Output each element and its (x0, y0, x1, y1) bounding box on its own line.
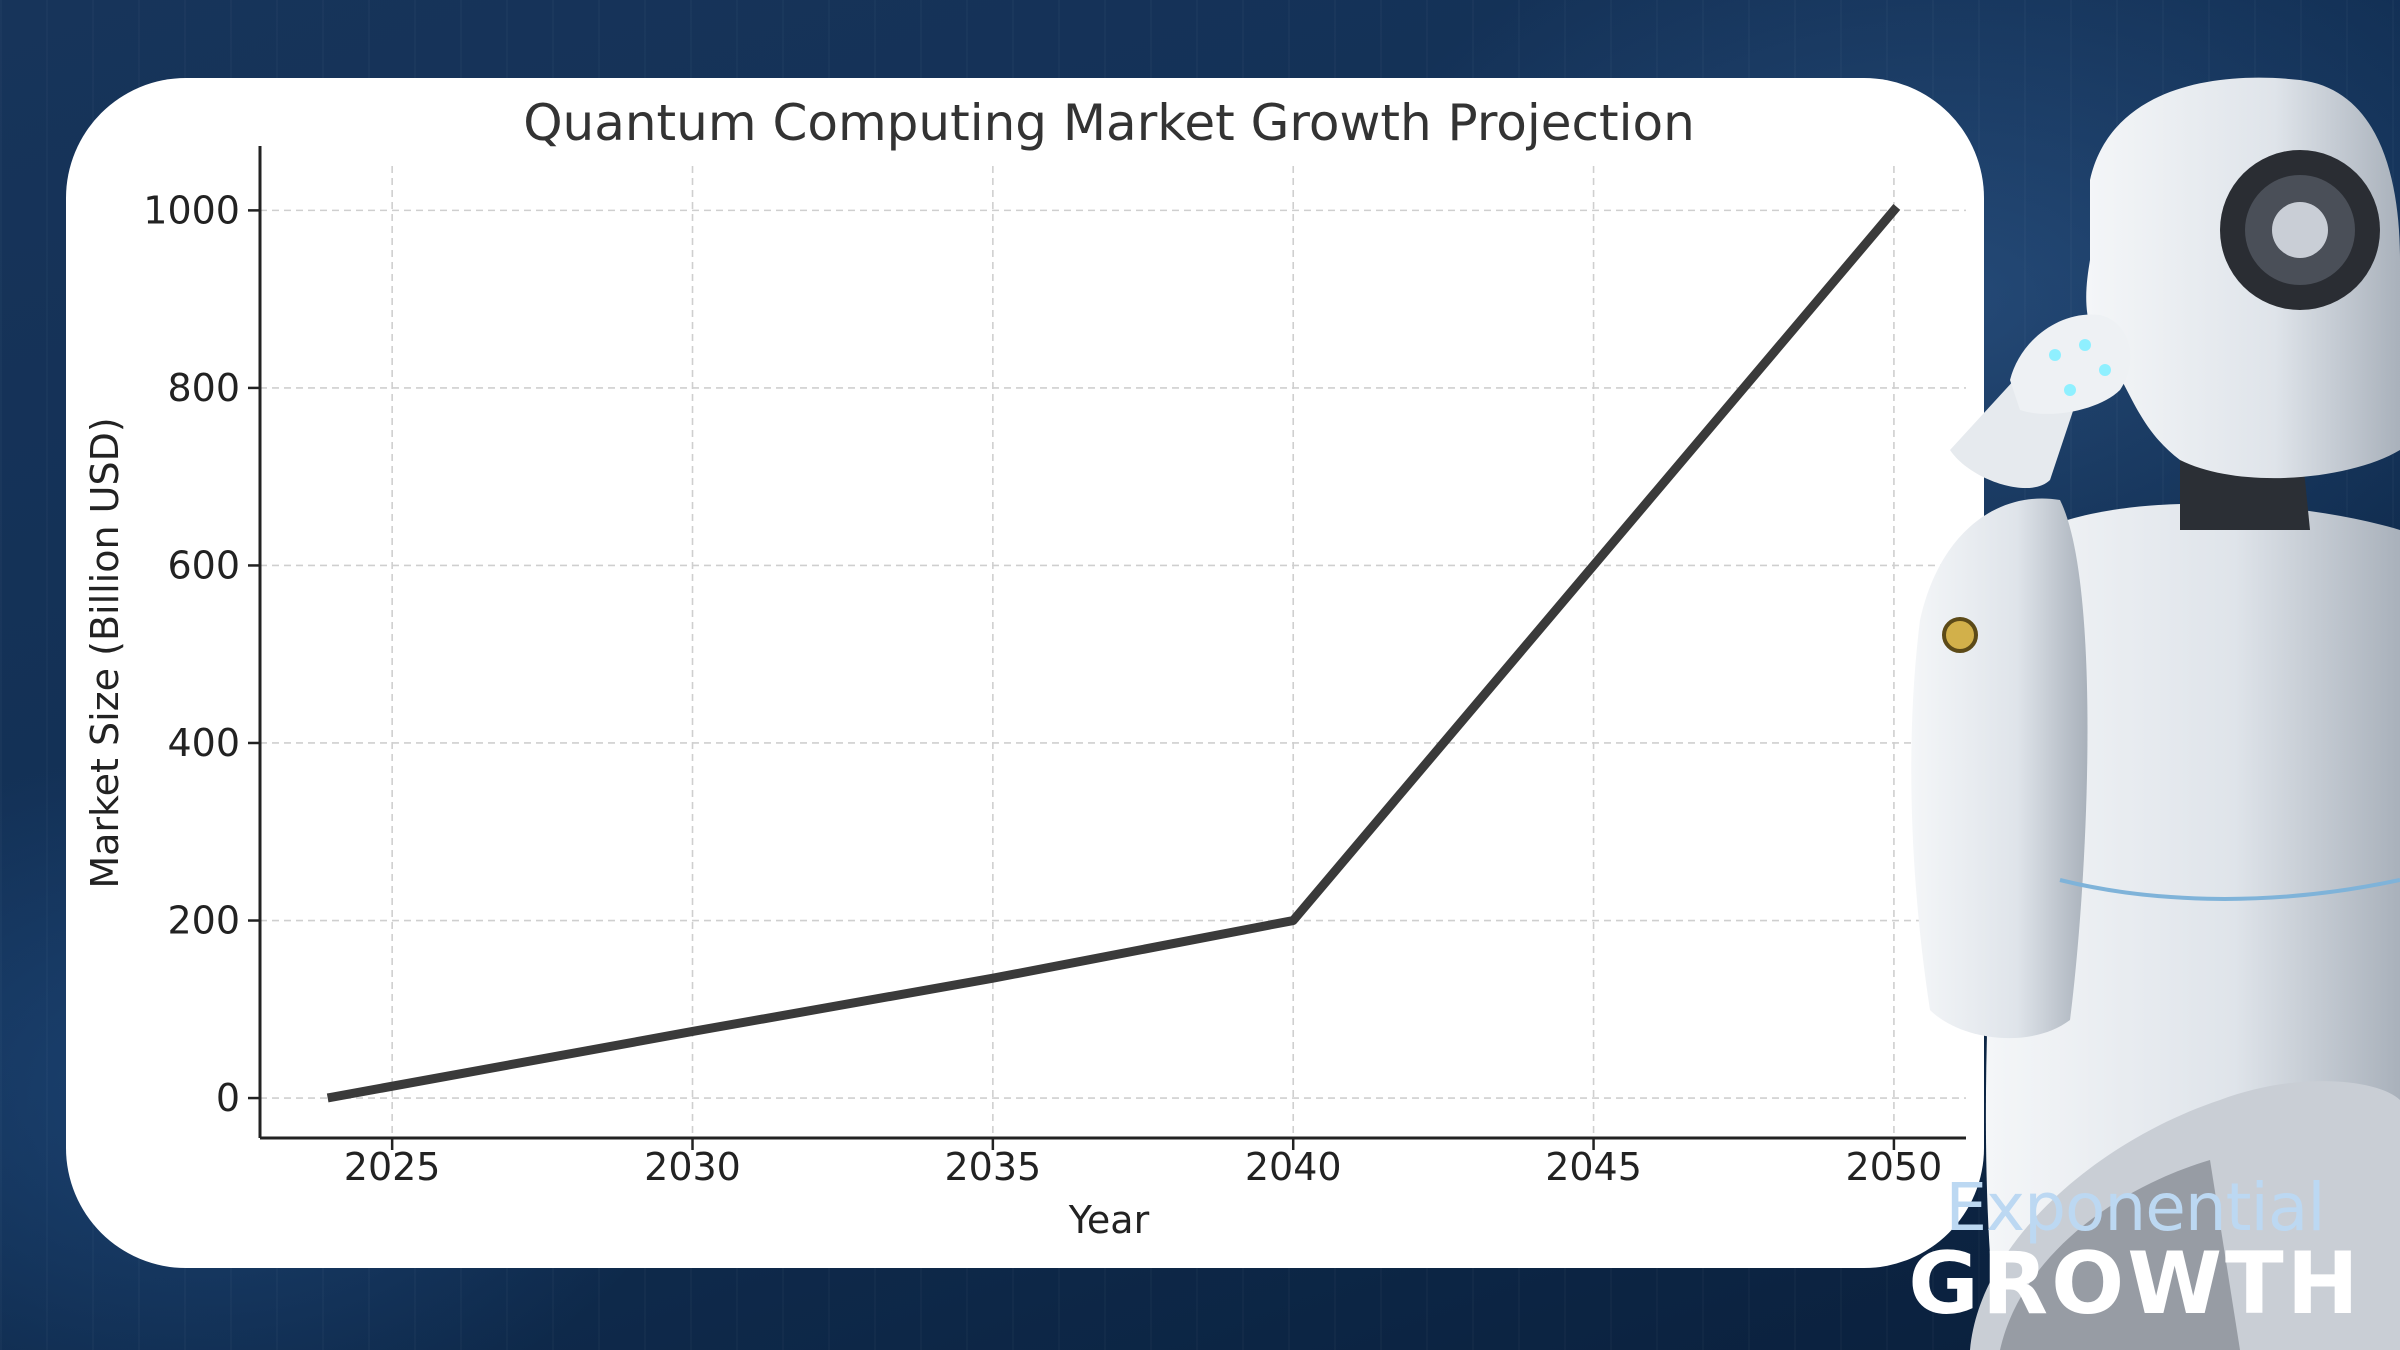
y-tick-label-5: 1000 (143, 188, 240, 232)
x-tick-label-5: 2050 (1846, 1145, 1943, 1189)
grid (260, 166, 1966, 1138)
tick-labels: 2025 2030 2035 2040 2045 2050 0 200 400 600 800 100… (143, 188, 1942, 1189)
x-tick-label-2: 2035 (944, 1145, 1041, 1189)
y-axis-label: Market Size (Billion USD) (83, 417, 127, 888)
chart-card: 2025 2030 2035 2040 2045 2050 0 200 400 600 800 100… (66, 78, 1984, 1268)
y-tick-label-0: 0 (216, 1076, 240, 1120)
x-axis-label: Year (1068, 1198, 1150, 1242)
x-tick-label-0: 2025 (344, 1145, 441, 1189)
y-tick-label-3: 600 (167, 543, 240, 587)
brand-line2: GROWTH (1908, 1234, 2362, 1334)
x-tick-label-3: 2040 (1245, 1145, 1342, 1189)
y-tick-label-2: 400 (167, 721, 240, 765)
brand-line1: Exponential (1945, 1169, 2325, 1246)
series-line-0 (326, 204, 1901, 1103)
x-tick-label-4: 2045 (1545, 1145, 1642, 1189)
robot-illustration (1911, 77, 2400, 1350)
y-tick-label-4: 800 (167, 366, 240, 410)
axes (248, 146, 1966, 1150)
chart-title: Quantum Computing Market Growth Projecti… (523, 94, 1695, 152)
y-tick-label-1: 200 (167, 899, 240, 943)
line-chart: 2025 2030 2035 2040 2045 2050 0 200 400 600 800 100… (83, 94, 1966, 1242)
brand-logo: Exponential GROWTH (1905, 1169, 2365, 1334)
series (326, 204, 1901, 1103)
x-tick-label-1: 2030 (644, 1145, 741, 1189)
